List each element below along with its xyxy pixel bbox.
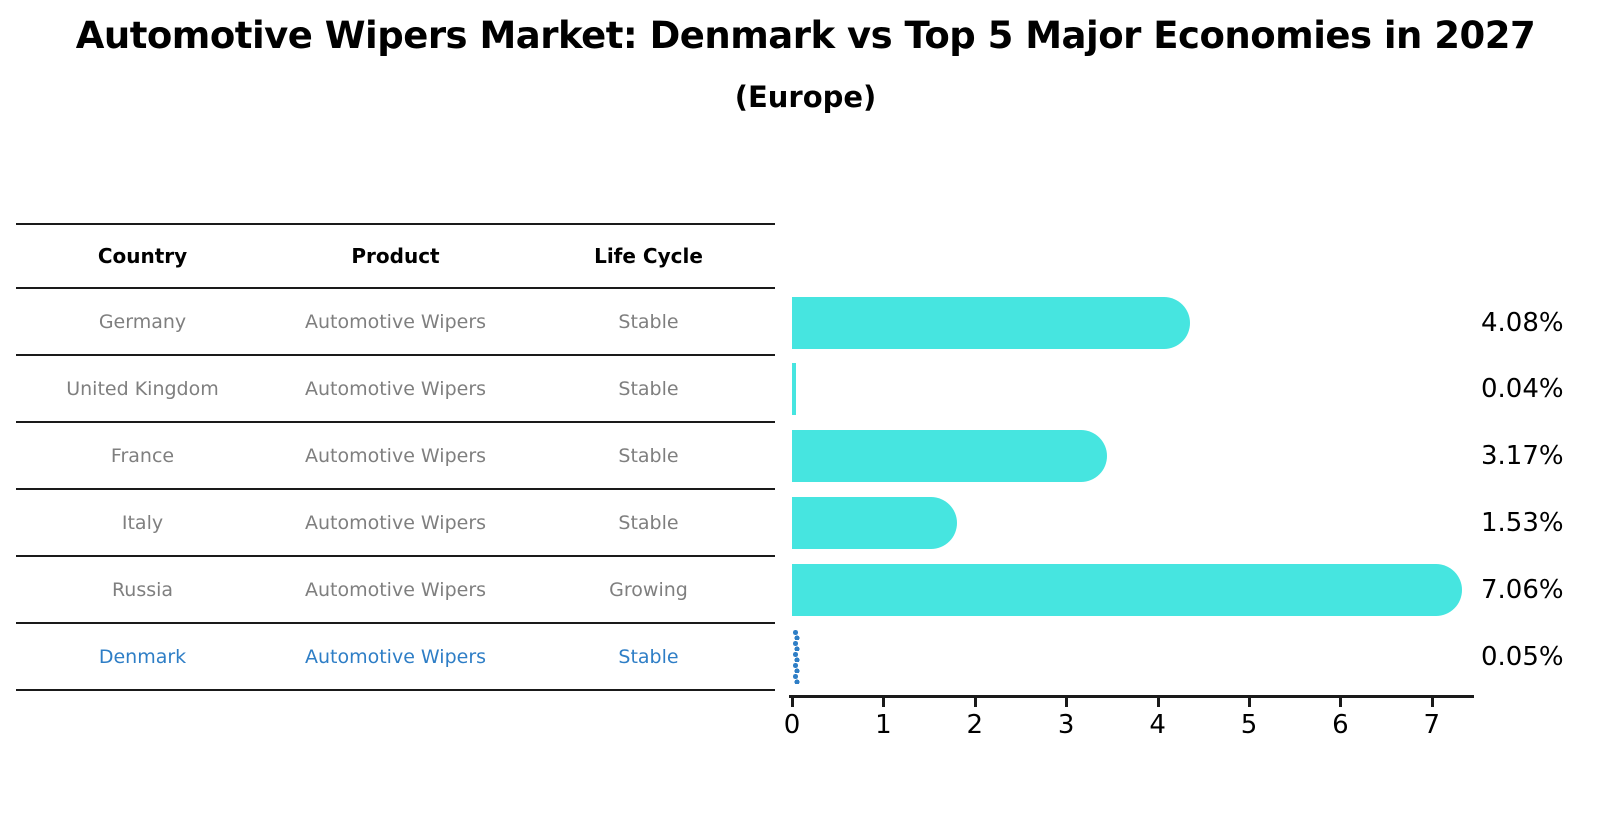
tick-mark [973, 698, 977, 707]
x-tick-label: 3 [1057, 710, 1075, 740]
cell-product: Automotive Wipers [304, 377, 487, 400]
table-row-russia: Russia Automotive Wipers Growing [16, 557, 775, 624]
table-row-united-kingdom: United Kingdom Automotive Wipers Stable [16, 356, 775, 423]
bar-germany [792, 296, 1190, 349]
tick-mark [1430, 698, 1434, 707]
bar-russia [792, 563, 1463, 616]
cell-product: Automotive Wipers [304, 645, 487, 668]
cell-product: Automotive Wipers [304, 578, 487, 601]
x-tick-label: 5 [1240, 710, 1258, 740]
tick-mark [1248, 698, 1251, 707]
cell-life-cycle: Growing [609, 578, 688, 601]
value-label-russia: 7.06% [1481, 574, 1564, 605]
bar-united-kingdom [792, 363, 796, 416]
cell-life-cycle: Stable [618, 645, 679, 668]
value-label-united-kingdom: 0.04% [1481, 374, 1564, 405]
tick-mark [1339, 698, 1343, 707]
bar-plot-area [792, 289, 1474, 690]
tick-mark [1156, 698, 1160, 707]
x-tick-label: 2 [966, 710, 984, 740]
value-label-denmark: 0.05% [1481, 641, 1564, 672]
cell-product: Automotive Wipers [304, 444, 487, 467]
chart-title: Automotive Wipers Market: Denmark vs Top… [75, 14, 1536, 57]
value-label-france: 3.17% [1481, 441, 1564, 472]
x-tick-label: 7 [1423, 710, 1441, 740]
bar-row [792, 423, 1474, 490]
table-row-denmark: Denmark Automotive Wipers Stable [16, 624, 775, 691]
bar-france [792, 430, 1107, 483]
bar-row [792, 289, 1474, 356]
x-axis-line [789, 695, 1474, 698]
x-tick-label: 4 [1149, 710, 1166, 740]
bar-row [792, 556, 1474, 623]
cell-life-cycle: Stable [618, 310, 679, 333]
chart-subtitle: (Europe) [734, 80, 877, 114]
column-header-product: Product [351, 244, 440, 268]
cell-country: Germany [98, 310, 187, 333]
bar-row [792, 623, 1474, 690]
cell-country: United Kingdom [66, 377, 219, 400]
table-header-row: Country Product Life Cycle [16, 223, 775, 289]
cell-life-cycle: Stable [618, 377, 679, 400]
data-table: Country Product Life Cycle Germany Autom… [16, 223, 775, 691]
column-header-life-cycle: Life Cycle [594, 244, 703, 268]
tick-mark [791, 698, 794, 707]
table-row-italy: Italy Automotive Wipers Stable [16, 490, 775, 557]
bar-italy [792, 496, 957, 549]
table-row-france: France Automotive Wipers Stable [16, 423, 775, 490]
cell-product: Automotive Wipers [304, 511, 487, 534]
x-tick-label: 6 [1332, 710, 1349, 740]
tick-mark [882, 698, 886, 707]
cell-product: Automotive Wipers [304, 310, 487, 333]
bar-row [792, 356, 1474, 423]
cell-country: Italy [121, 511, 164, 534]
value-label-germany: 4.08% [1481, 307, 1564, 338]
column-header-country: Country [97, 244, 188, 268]
cell-country: Denmark [98, 645, 187, 668]
table-row-germany: Germany Automotive Wipers Stable [16, 289, 775, 356]
bar-denmark-dotted-marker [792, 628, 800, 685]
value-label-italy: 1.53% [1481, 507, 1564, 538]
x-axis-ticks: 0 1 2 3 4 5 6 7 [784, 698, 1474, 748]
x-tick-label: 0 [783, 710, 801, 740]
cell-life-cycle: Stable [618, 511, 679, 534]
bar-row [792, 489, 1474, 556]
cell-country: France [110, 444, 175, 467]
cell-life-cycle: Stable [618, 444, 679, 467]
cell-country: Russia [111, 578, 174, 601]
x-tick-label: 1 [875, 710, 892, 740]
tick-mark [1065, 698, 1069, 707]
